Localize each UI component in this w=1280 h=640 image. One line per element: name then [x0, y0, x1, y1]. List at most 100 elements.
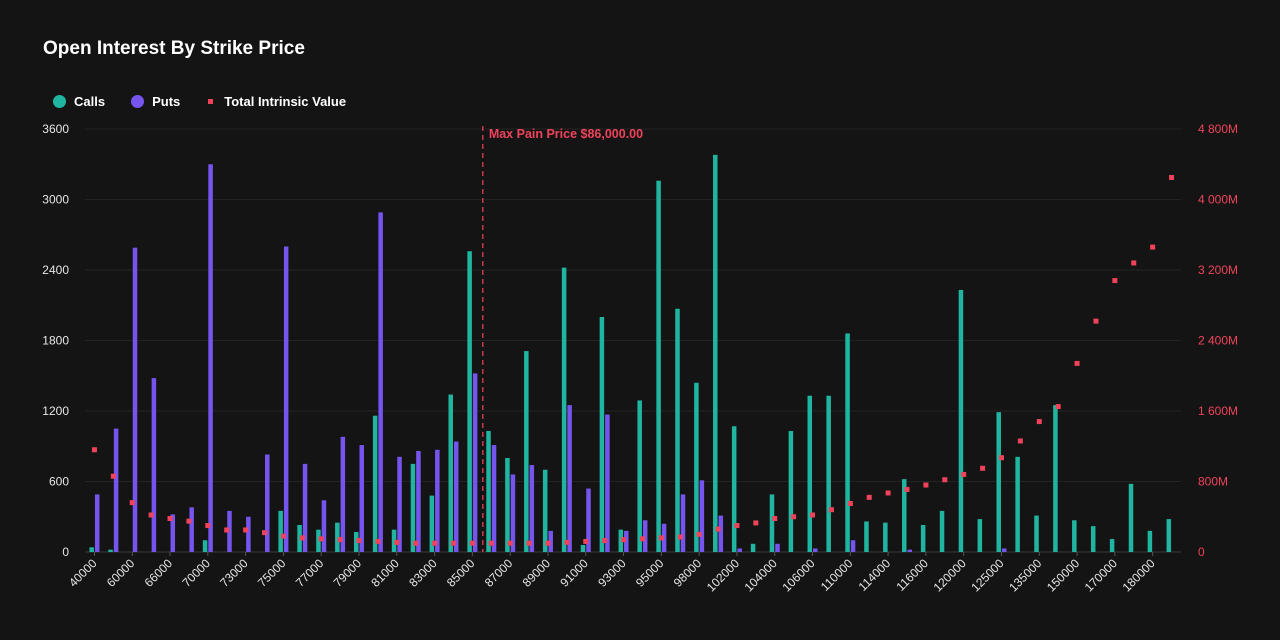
intrinsic-value-point — [980, 465, 986, 471]
intrinsic-value-point — [243, 527, 249, 533]
y-right-tick-label: 0 — [1198, 545, 1205, 559]
calls-bar — [769, 494, 775, 552]
calls-bar — [467, 251, 472, 552]
y-left-tick-label: 2400 — [42, 263, 69, 277]
calls-bar — [429, 495, 435, 552]
x-tick-label: 89000 — [520, 556, 554, 590]
intrinsic-value-point — [280, 533, 286, 539]
intrinsic-value-point — [772, 516, 778, 522]
x-tick-label: 83000 — [406, 556, 440, 590]
puts-bar — [529, 465, 535, 552]
puts-bar — [246, 516, 251, 552]
puts-bar — [321, 500, 327, 552]
puts-bar — [227, 510, 232, 552]
intrinsic-value-point — [110, 473, 116, 479]
puts-bar — [472, 373, 478, 552]
intrinsic-value-point — [1036, 419, 1042, 425]
intrinsic-value-point — [885, 490, 891, 496]
calls-bar — [561, 267, 567, 552]
calls-bar — [731, 426, 737, 552]
intrinsic-value-point — [1112, 278, 1118, 284]
calls-bar — [202, 540, 208, 552]
puts-bar — [113, 428, 119, 552]
x-tick-label: 102000 — [704, 556, 742, 594]
intrinsic-value-point — [450, 540, 456, 546]
x-tick-label: 60000 — [104, 556, 138, 590]
calls-bar — [599, 317, 605, 552]
intrinsic-value-point — [639, 536, 645, 542]
intrinsic-value-point — [337, 537, 343, 543]
calls-bar — [391, 529, 397, 552]
puts-bar — [1001, 548, 1007, 552]
puts-bar — [132, 247, 138, 553]
calls-bar — [1053, 405, 1058, 552]
y-right-tick-label: 1 600M — [1198, 404, 1238, 418]
y-left-tick-label: 1800 — [42, 334, 69, 348]
intrinsic-value-marker-icon — [208, 99, 214, 104]
x-tick-label: 93000 — [595, 556, 629, 590]
puts-bar — [340, 436, 346, 552]
calls-bar — [713, 154, 718, 552]
intrinsic-value-point — [583, 538, 589, 544]
intrinsic-value-point — [866, 494, 872, 500]
intrinsic-value-point — [961, 471, 967, 477]
calls-marker-icon — [53, 95, 66, 108]
intrinsic-value-point — [734, 523, 740, 529]
intrinsic-value-point — [791, 514, 797, 520]
puts-bar — [170, 514, 176, 552]
intrinsic-value-point — [129, 500, 135, 506]
legend-label-puts: Puts — [152, 94, 181, 109]
y-left-tick-label: 600 — [49, 475, 69, 489]
intrinsic-value-point — [148, 512, 154, 518]
intrinsic-value-point — [488, 540, 494, 546]
calls-bar — [1109, 539, 1115, 552]
puts-marker-icon — [131, 95, 145, 108]
y-left-tick-label: 1200 — [42, 404, 69, 418]
x-tick-label: 87000 — [482, 556, 516, 590]
puts-bar — [548, 530, 553, 552]
calls-bar — [788, 430, 794, 552]
x-tick-label: 120000 — [931, 556, 969, 594]
calls-bar — [883, 522, 888, 552]
legend-item-puts[interactable]: Puts — [131, 94, 180, 109]
puts-bar — [265, 454, 270, 552]
intrinsic-value-point — [1093, 318, 1099, 324]
x-tick-label: 135000 — [1006, 556, 1044, 594]
intrinsic-value-point — [469, 540, 475, 546]
intrinsic-value-point — [753, 520, 759, 526]
puts-bar — [567, 405, 572, 552]
puts-bar — [378, 212, 383, 553]
puts-bar — [775, 543, 780, 552]
puts-bar — [699, 480, 705, 552]
legend-item-total-intrinsic-value[interactable]: Total Intrinsic Value — [206, 94, 346, 109]
calls-bar — [1128, 483, 1134, 552]
x-tick-label: 81000 — [368, 556, 402, 590]
calls-bar — [410, 463, 416, 552]
calls-bar — [845, 333, 850, 552]
puts-bar — [642, 520, 648, 552]
puts-bar — [208, 164, 213, 552]
puts-bar — [586, 488, 591, 552]
intrinsic-value-point — [1074, 360, 1080, 366]
puts-bar — [359, 445, 364, 552]
intrinsic-value-point — [1017, 438, 1023, 444]
legend-label-calls: Calls — [74, 94, 106, 109]
x-tick-label: 66000 — [142, 556, 176, 590]
y-left-tick-label: 0 — [62, 545, 69, 559]
intrinsic-value-point — [375, 538, 381, 544]
calls-bar — [826, 395, 831, 552]
calls-bar — [524, 351, 529, 552]
intrinsic-value-point — [432, 540, 438, 546]
x-tick-label: 40000 — [66, 556, 100, 590]
puts-bar — [283, 246, 289, 552]
legend-item-calls[interactable]: Calls — [53, 94, 105, 109]
intrinsic-value-point — [677, 534, 683, 540]
calls-bar — [89, 547, 94, 552]
puts-bar — [189, 507, 194, 552]
calls-bar — [448, 394, 453, 552]
calls-bar — [1034, 515, 1039, 552]
calls-bar — [750, 543, 756, 552]
x-tick-label: 106000 — [779, 556, 817, 594]
calls-bar — [958, 289, 964, 552]
